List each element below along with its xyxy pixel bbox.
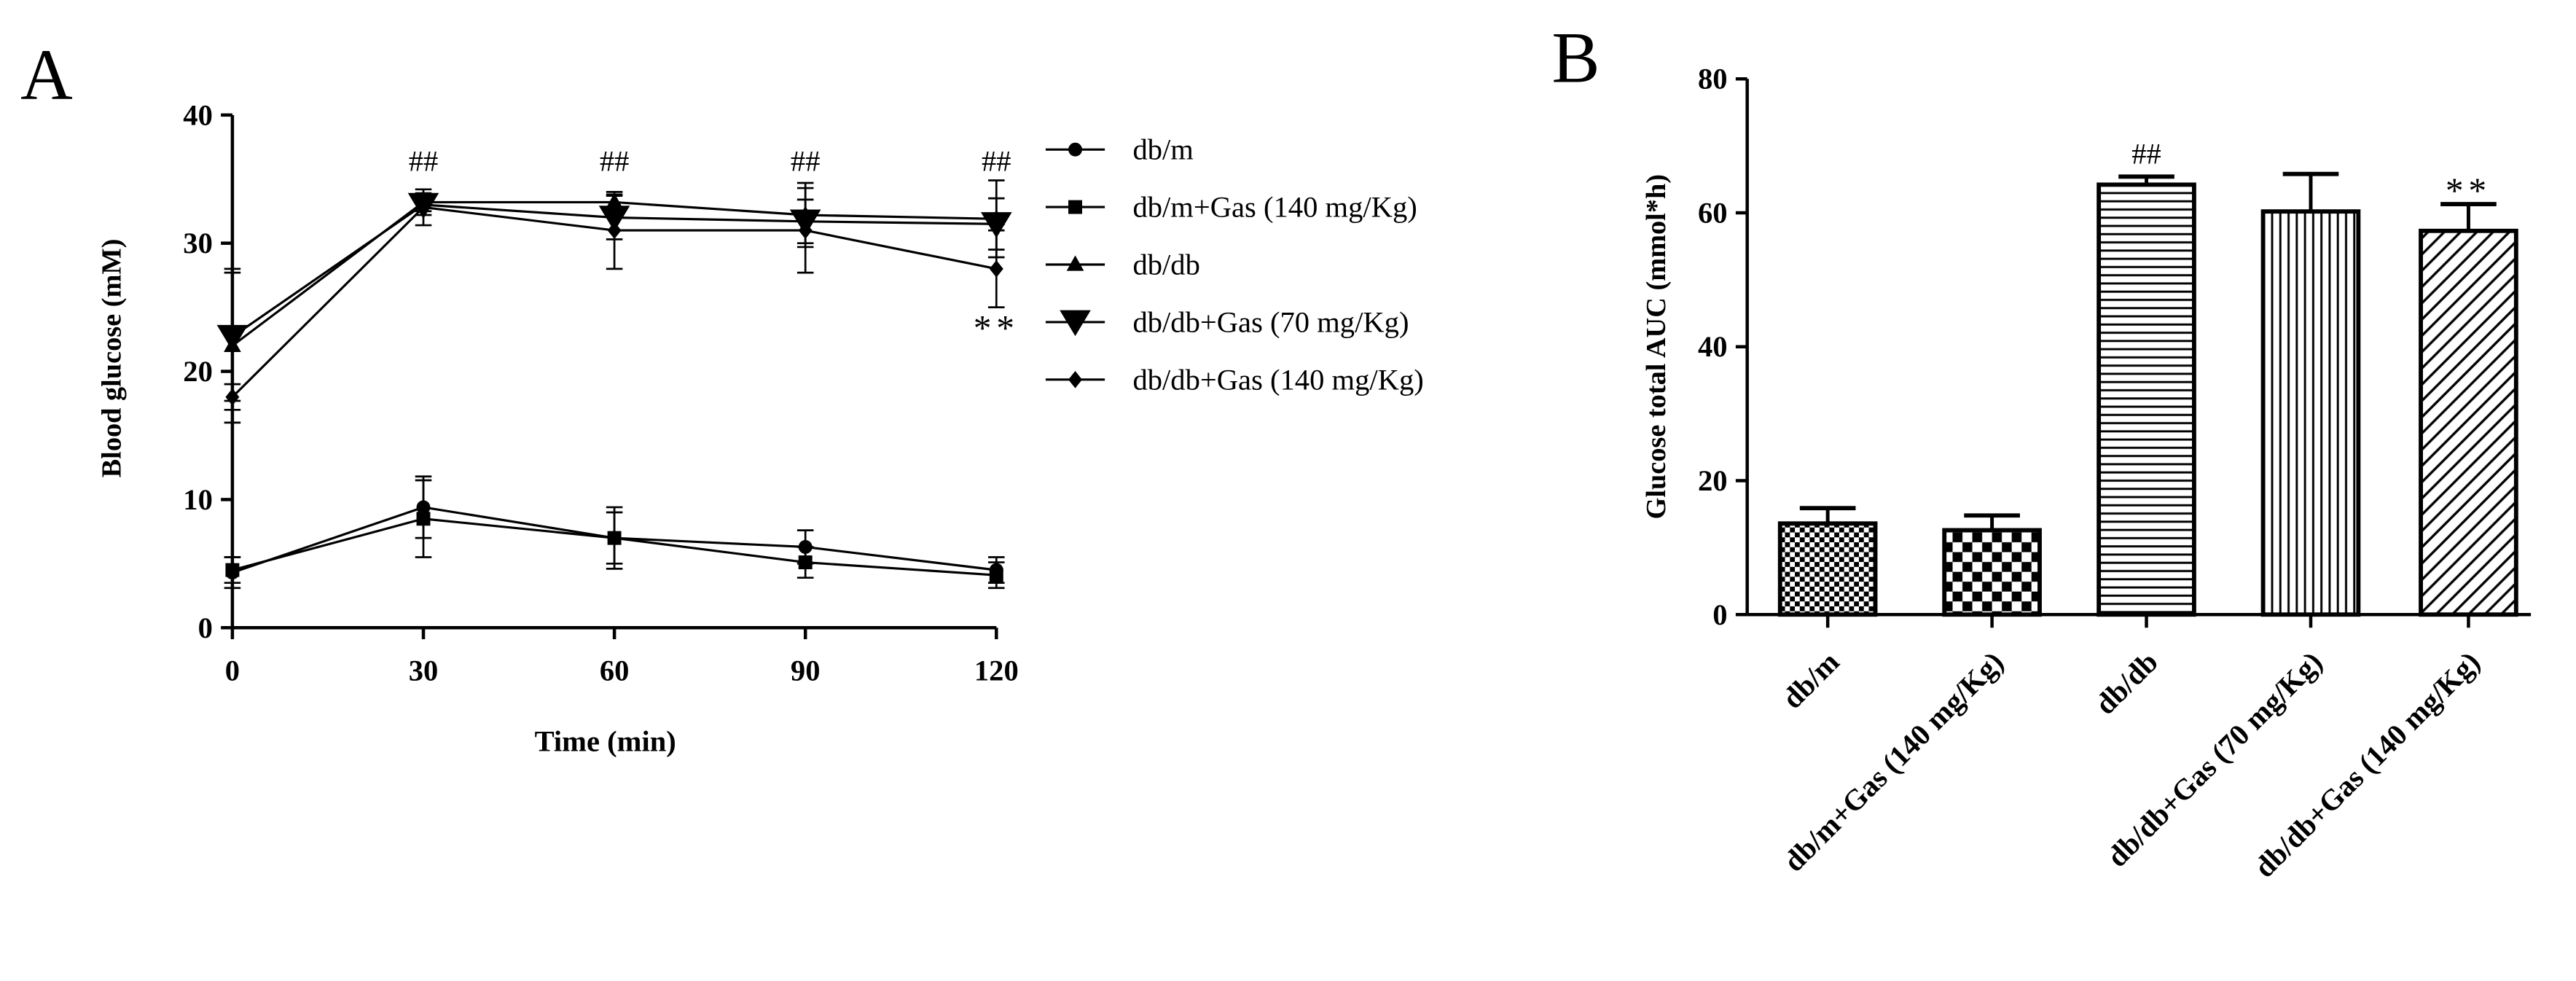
- data-point: [216, 324, 248, 351]
- data-point: [989, 260, 1003, 278]
- y-tick-label: 40: [183, 98, 213, 131]
- significance-marker: ##: [791, 144, 821, 177]
- y-tick-label: 10: [183, 483, 213, 516]
- bar: [1777, 521, 1878, 617]
- data-point: [607, 531, 622, 545]
- legend-label: db/m: [1132, 133, 1193, 166]
- legend-marker: [1060, 310, 1091, 337]
- bar: [2260, 209, 2361, 617]
- significance-marker: ##: [600, 144, 630, 177]
- y-tick-label: 40: [1698, 330, 1728, 363]
- x-tick-label: 90: [791, 654, 821, 687]
- significance-marker: ##: [409, 144, 439, 177]
- x-tick-label: db/m: [1776, 645, 1846, 715]
- legend-marker: [1068, 370, 1082, 388]
- significance-marker: ##: [982, 144, 1011, 177]
- bar: [1942, 528, 2042, 617]
- y-tick-label: 20: [183, 355, 213, 388]
- panel-label-b: B: [1551, 19, 1600, 98]
- x-tick-label: 0: [225, 654, 240, 687]
- data-point: [225, 563, 240, 577]
- legend: db/m db/m+Gas (140 mg/Kg) db/db db/db+Gas (…: [1045, 133, 1424, 396]
- legend-marker: [1066, 255, 1084, 271]
- y-axis-title: Glucose total AUC (mmol*h): [1641, 174, 1672, 520]
- bar: [2419, 228, 2518, 617]
- legend-marker: [1068, 200, 1082, 214]
- x-tick-label: 120: [974, 654, 1019, 687]
- data-point: [981, 212, 1012, 238]
- significance-marker: **: [974, 308, 1019, 348]
- y-tick-label: 30: [183, 227, 213, 259]
- y-tick-label: 80: [1698, 63, 1728, 95]
- significance-marker: ##: [2131, 137, 2161, 170]
- panel-label-a: A: [20, 35, 73, 114]
- x-tick-label: 30: [409, 654, 439, 687]
- data-point: [607, 222, 622, 239]
- legend-label: db/db+Gas (70 mg/Kg): [1132, 305, 1409, 338]
- y-tick-label: 0: [198, 611, 213, 644]
- legend-label: db/db: [1132, 249, 1199, 281]
- y-axis-title: Blood glucose (mM): [97, 239, 128, 478]
- data-point: [598, 206, 630, 232]
- y-tick-label: 0: [1712, 598, 1727, 631]
- x-tick-label: db/db: [2088, 645, 2164, 721]
- data-point: [798, 539, 813, 554]
- data-point: [989, 568, 1003, 582]
- bar: [2097, 182, 2196, 617]
- data-point: [416, 512, 431, 526]
- data-point: [798, 555, 813, 570]
- legend-marker: [1068, 142, 1082, 157]
- legend-label: db/db+Gas (140 mg/Kg): [1132, 363, 1423, 396]
- x-axis-title: Time (min): [535, 724, 676, 757]
- significance-marker: **: [2446, 171, 2491, 211]
- legend-label: db/m+Gas (140 mg/Kg): [1132, 191, 1417, 224]
- data-point: [606, 192, 623, 209]
- x-tick-label: 60: [600, 654, 630, 687]
- y-tick-label: 20: [1698, 464, 1728, 497]
- y-tick-label: 60: [1698, 196, 1728, 229]
- data-point: [416, 500, 431, 515]
